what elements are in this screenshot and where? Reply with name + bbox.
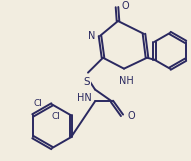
Text: NH: NH (119, 76, 133, 86)
Text: Cl: Cl (34, 99, 42, 108)
Text: O: O (128, 111, 136, 121)
Text: Cl: Cl (52, 112, 61, 121)
Text: S: S (84, 77, 90, 87)
Text: O: O (122, 1, 130, 11)
Text: N: N (88, 31, 95, 41)
Text: HN: HN (77, 93, 92, 104)
